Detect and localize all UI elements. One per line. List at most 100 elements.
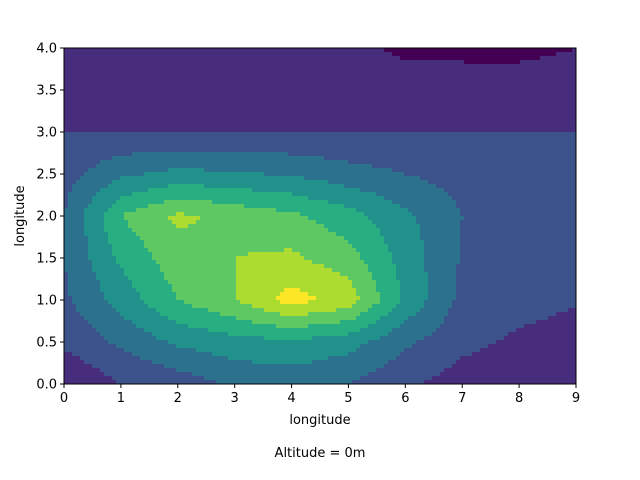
contour-cell <box>380 120 385 125</box>
contour-cell <box>556 96 561 101</box>
contour-cell <box>128 64 133 69</box>
contour-cell <box>464 196 469 201</box>
contour-cell <box>560 100 565 105</box>
contour-cell <box>464 168 469 173</box>
contour-cell <box>400 100 405 105</box>
contour-cell <box>220 52 225 57</box>
contour-cell <box>548 92 553 97</box>
contour-cell <box>420 64 425 69</box>
contour-cell <box>548 68 553 73</box>
contour-cell <box>456 52 461 57</box>
contour-cell <box>272 68 277 73</box>
contour-cell <box>496 184 501 189</box>
contour-cell <box>216 164 221 169</box>
contour-cell <box>480 108 485 113</box>
contour-cell <box>368 52 373 57</box>
contour-cell <box>504 112 509 117</box>
contour-cell <box>204 124 209 129</box>
contour-cell <box>256 152 261 157</box>
contour-cell <box>372 184 377 189</box>
contour-cell <box>380 104 385 109</box>
contour-cell <box>368 168 373 173</box>
contour-cell <box>524 100 529 105</box>
contour-cell <box>460 188 465 193</box>
contour-cell <box>84 60 89 65</box>
contour-cell <box>220 100 225 105</box>
contour-cell <box>420 88 425 93</box>
contour-cell <box>156 184 161 189</box>
contour-cell <box>236 76 241 81</box>
contour-cell <box>340 164 345 169</box>
contour-cell <box>180 140 185 145</box>
contour-cell <box>216 172 221 177</box>
contour-cell <box>408 164 413 169</box>
contour-cell <box>516 180 521 185</box>
contour-cell <box>408 68 413 73</box>
contour-cell <box>324 60 329 65</box>
contour-cell <box>248 192 253 197</box>
contour-cell <box>388 84 393 89</box>
contour-cell <box>192 152 197 157</box>
contour-cell <box>148 52 153 57</box>
contour-cell <box>184 64 189 69</box>
contour-cell <box>420 108 425 113</box>
contour-cell <box>180 56 185 61</box>
contour-cell <box>220 140 225 145</box>
contour-cell <box>108 200 113 205</box>
contour-cell <box>432 96 437 101</box>
contour-cell <box>260 84 265 89</box>
contour-cell <box>136 56 141 61</box>
contour-cell <box>452 52 457 57</box>
contour-cell <box>128 56 133 61</box>
contour-cell <box>464 72 469 77</box>
contour-cell <box>456 184 461 189</box>
contour-cell <box>548 172 553 177</box>
contour-cell <box>272 64 277 69</box>
contour-cell <box>372 140 377 145</box>
contour-cell <box>180 164 185 169</box>
contour-cell <box>512 136 517 141</box>
contour-cell <box>248 108 253 113</box>
contour-cell <box>468 52 473 57</box>
contour-cell <box>532 96 537 101</box>
contour-cell <box>132 96 137 101</box>
contour-cell <box>172 188 177 193</box>
contour-cell <box>384 192 389 197</box>
contour-cell <box>508 64 513 69</box>
contour-cell <box>320 80 325 85</box>
contour-cell <box>156 56 161 61</box>
contour-cell <box>308 184 313 189</box>
contour-cell <box>344 48 349 53</box>
contour-cell <box>460 144 465 149</box>
contour-cell <box>76 92 81 97</box>
contour-cell <box>492 168 497 173</box>
contour-cell <box>372 160 377 165</box>
contour-cell <box>116 96 121 101</box>
contour-cell <box>288 124 293 129</box>
contour-cell <box>144 48 149 53</box>
contour-cell <box>412 168 417 173</box>
contour-cell <box>192 76 197 81</box>
contour-cell <box>308 84 313 89</box>
contour-cell <box>552 180 557 185</box>
contour-cell <box>560 64 565 69</box>
contour-cell <box>328 60 333 65</box>
contour-cell <box>504 136 509 141</box>
contour-cell <box>196 144 201 149</box>
contour-cell <box>396 180 401 185</box>
contour-cell <box>256 156 261 161</box>
contour-cell <box>564 160 569 165</box>
contour-cell <box>284 96 289 101</box>
contour-cell <box>412 196 417 201</box>
contour-cell <box>332 96 337 101</box>
contour-cell <box>420 72 425 77</box>
contour-cell <box>284 48 289 53</box>
contour-cell <box>296 96 301 101</box>
contour-cell <box>160 140 165 145</box>
contour-cell <box>172 128 177 133</box>
contour-cell <box>272 152 277 157</box>
contour-cell <box>260 108 265 113</box>
contour-cell <box>484 64 489 69</box>
contour-cell <box>548 200 553 205</box>
contour-cell <box>104 128 109 133</box>
